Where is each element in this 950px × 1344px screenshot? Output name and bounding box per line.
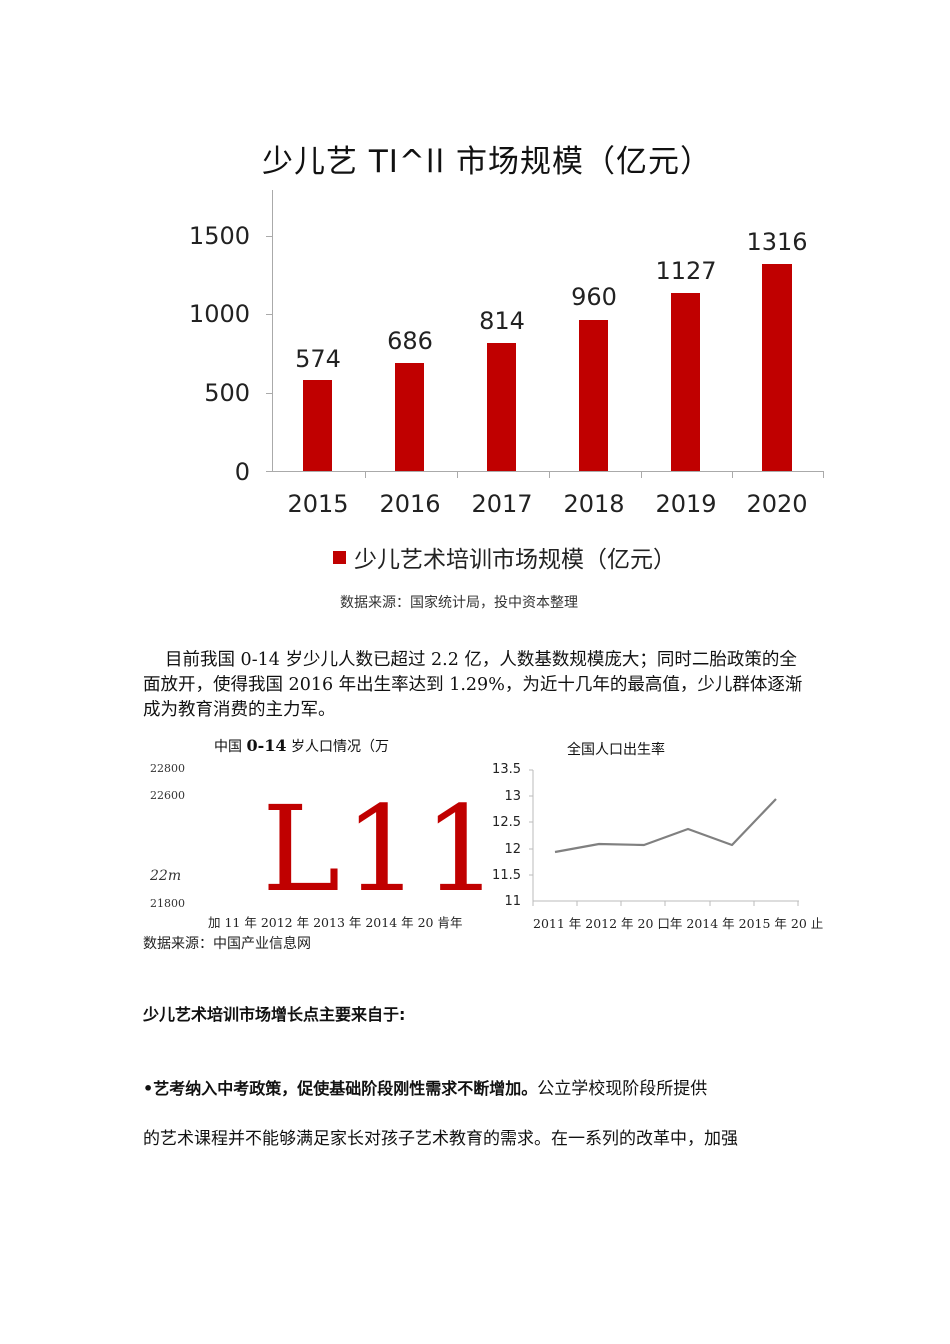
chart2-overlay-text: L11	[262, 780, 503, 918]
bullet-rest-text: 公立学校现阶段所提供	[537, 1079, 708, 1099]
x-tick-mark	[365, 471, 366, 478]
y-tick-mark	[266, 393, 272, 394]
y-tick: 11	[504, 894, 521, 909]
chart3-x-labels: 2011 年 2012 年 20 口年 2014 年 2015 年 20 止	[533, 916, 824, 931]
chart2-source: 数据来源：中国产业信息网	[143, 936, 311, 952]
x-axis-line	[266, 471, 824, 472]
y-tick: 1000	[188, 300, 250, 328]
x-tick-mark	[823, 471, 824, 478]
value-label: 960	[571, 283, 617, 311]
bar-2017	[487, 343, 516, 471]
value-label: 814	[479, 307, 525, 335]
y-tick: 13	[504, 789, 521, 804]
y-tick: 500	[204, 379, 250, 407]
line-chart	[529, 769, 799, 906]
chart2-x-labels: 加 11 年 2012 年 2013 年 2014 年 20 肯年	[208, 915, 463, 930]
x-tick-mark	[549, 471, 550, 478]
value-label: 1127	[655, 257, 717, 285]
chart2-title-suffix: 岁人口情况（万	[290, 739, 389, 755]
y-tick: 12.5	[492, 815, 521, 830]
birth-rate-line	[554, 798, 777, 854]
y-tick: 13.5	[492, 762, 521, 777]
x-tick: 2017	[471, 490, 533, 518]
legend-label: 少儿艺术培训市场规模（亿元）	[354, 547, 676, 573]
x-tick: 2015	[287, 490, 349, 518]
x-tick: 2018	[563, 490, 625, 518]
chart2-title-prefix: 中国	[214, 739, 242, 755]
y-tick: 1500	[188, 222, 250, 250]
x-tick-mark	[457, 471, 458, 478]
bar-2018	[579, 320, 608, 471]
bar-2016	[395, 363, 424, 471]
body-paragraph: 目前我国 0-14 岁少儿人数已超过 2.2 亿，人数基数规模庞大；同时二胎政策…	[143, 650, 803, 720]
chart1-title: 少儿艺 TI^ll 市场规模（亿元）	[262, 144, 712, 180]
legend-swatch	[333, 550, 346, 564]
bullet-item: •艺考纳入中考政策，促使基础阶段刚性需求不断增加。公立学校现阶段所提供	[143, 1074, 707, 1099]
y-tick: 22600	[150, 789, 185, 802]
x-tick: 2016	[379, 490, 441, 518]
chart1-legend: 少儿艺术培训市场规模（亿元）	[333, 540, 676, 574]
x-tick: 2020	[746, 490, 808, 518]
x-tick: 2019	[655, 490, 717, 518]
y-tick-mark	[266, 236, 272, 237]
value-label: 686	[387, 327, 433, 355]
chart2-title-bold: 0-14	[246, 736, 287, 755]
y-tick: 0	[234, 458, 250, 486]
y-axis-line	[272, 190, 273, 472]
chart3-title: 全国人口出生率	[567, 742, 665, 758]
continuation-text: 的艺术课程并不能够满足家长对孩子艺术教育的需求。在一系列的改革中，加强	[143, 1129, 738, 1149]
bar-2020	[762, 264, 792, 471]
x-tick-mark	[641, 471, 642, 478]
y-tick: 21800	[150, 897, 185, 910]
chart1-source: 数据来源：国家统计局，投中资本整理	[340, 595, 578, 611]
y-tick: 22m	[150, 868, 182, 884]
x-tick-mark	[732, 471, 733, 478]
y-tick-mark	[266, 314, 272, 315]
value-label: 1316	[746, 228, 808, 256]
y-tick: 11.5	[492, 868, 521, 883]
bar-2019	[671, 293, 700, 471]
y-tick: 12	[504, 842, 521, 857]
y-tick: 22800	[150, 762, 185, 775]
value-label: 574	[295, 345, 341, 373]
section-heading: 少儿艺术培训市场增长点主要来自于:	[143, 1005, 406, 1024]
bar-2015	[303, 380, 332, 471]
chart2-title: 中国 0-14 岁人口情况（万	[214, 736, 389, 756]
bullet-bold-text: •艺考纳入中考政策，促使基础阶段刚性需求不断增加。	[143, 1079, 538, 1098]
bar-chart: 1500 1000 500 0 574 686 814 960 1127 131…	[180, 190, 840, 530]
